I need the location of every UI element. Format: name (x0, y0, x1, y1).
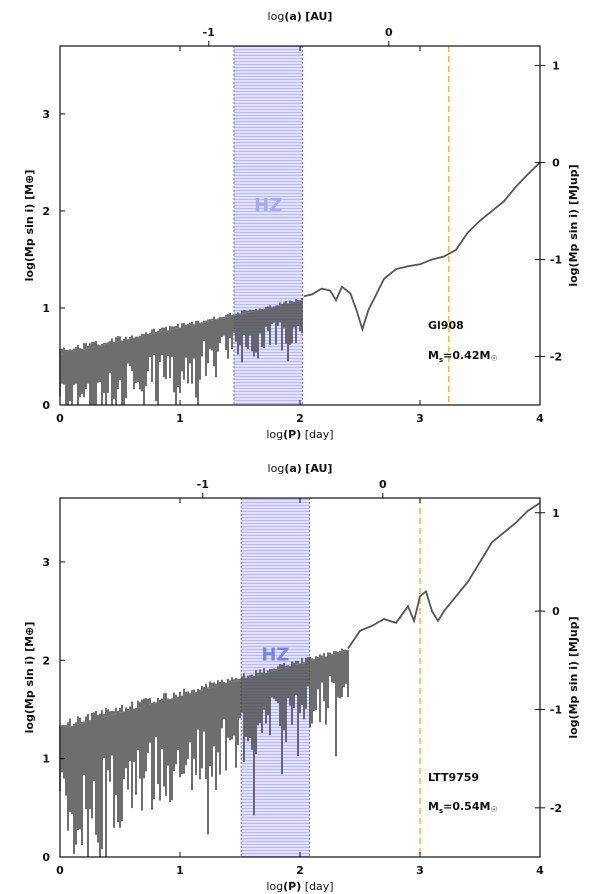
right-tick-label: -1 (550, 253, 562, 266)
x-tick-label: 2 (296, 864, 304, 877)
stellar-mass: Ms=0.54M☉ (428, 800, 498, 815)
top-axis-label: log(a) [AU] (268, 462, 333, 475)
right-tick-label: -2 (550, 802, 562, 815)
mass-limit-curve (347, 502, 541, 649)
habitable-zone-label: HZ (261, 644, 289, 665)
panel-top: HZ 0 1 2 3 4 0 1 2 3 1 0 -1 -2 -1 0 log(P) [day] lo… (23, 10, 580, 441)
y-ticks: 0 1 2 3 (42, 108, 65, 412)
x-tick-label: 1 (176, 864, 184, 877)
y-axis-label-left: log(Mp sin i) [M⊕] (23, 622, 36, 734)
y-axis-label-right: log(Mp sin i) [MJup] (567, 616, 580, 738)
star-name: Gl908 (428, 319, 464, 332)
right-tick-label: -2 (550, 350, 562, 363)
y-tick-label: 3 (42, 556, 50, 569)
right-ticks: 1 0 -1 -2 (535, 59, 562, 363)
stellar-mass: Ms=0.42M☉ (428, 349, 498, 364)
y-tick-label: 1 (42, 753, 50, 766)
x-ticks: 0 1 2 3 4 (56, 46, 544, 425)
habitable-zone-hatch (234, 46, 303, 405)
y-tick-label: 0 (42, 851, 50, 864)
x-axis-label: log(P) [day] (266, 428, 333, 441)
right-tick-label: 1 (552, 507, 560, 520)
x-tick-label: 4 (536, 412, 544, 425)
y-tick-label: 0 (42, 399, 50, 412)
right-tick-label: 0 (552, 156, 560, 169)
y-tick-label: 2 (42, 205, 50, 218)
y-tick-label: 3 (42, 108, 50, 121)
top-ticks: -1 0 (203, 26, 393, 46)
y-axis-label-left: log(Mp sin i) [M⊕] (23, 170, 36, 282)
y-tick-label: 1 (42, 302, 50, 315)
x-tick-label: 4 (536, 864, 544, 877)
x-tick-label: 3 (416, 412, 424, 425)
right-ticks: 1 0 -1 -2 (535, 507, 562, 815)
star-name: LTT9759 (428, 771, 479, 784)
mass-limit-noise (59, 298, 303, 405)
y-axis-label-right: log(Mp sin i) [MJup] (567, 164, 580, 286)
x-tick-label: 0 (56, 864, 64, 877)
habitable-zone-label: HZ (254, 195, 282, 216)
x-tick-label: 1 (176, 412, 184, 425)
x-axis-label: log(P) [day] (266, 880, 333, 893)
top-tick-label: -1 (197, 478, 209, 491)
top-tick-label: 0 (385, 26, 393, 39)
top-axis-label: log(a) [AU] (268, 10, 333, 23)
x-tick-label: 3 (416, 864, 424, 877)
right-tick-label: 1 (552, 59, 560, 72)
y-ticks: 0 1 2 3 (42, 556, 65, 864)
x-tick-label: 0 (56, 412, 64, 425)
y-tick-label: 2 (42, 654, 50, 667)
top-ticks: -1 0 (197, 478, 387, 498)
right-tick-label: -1 (550, 703, 562, 716)
x-ticks: 0 1 2 3 4 (56, 498, 544, 877)
right-tick-label: 0 (552, 605, 560, 618)
x-tick-label: 2 (296, 412, 304, 425)
mass-limit-noise (59, 648, 349, 857)
top-tick-label: -1 (203, 26, 215, 39)
top-tick-label: 0 (379, 478, 387, 491)
panel-bottom: HZ 0 1 2 3 4 0 1 2 3 1 0 -1 -2 -1 0 log(P) [day] lo… (23, 462, 580, 893)
mass-limit-curve (303, 161, 541, 333)
